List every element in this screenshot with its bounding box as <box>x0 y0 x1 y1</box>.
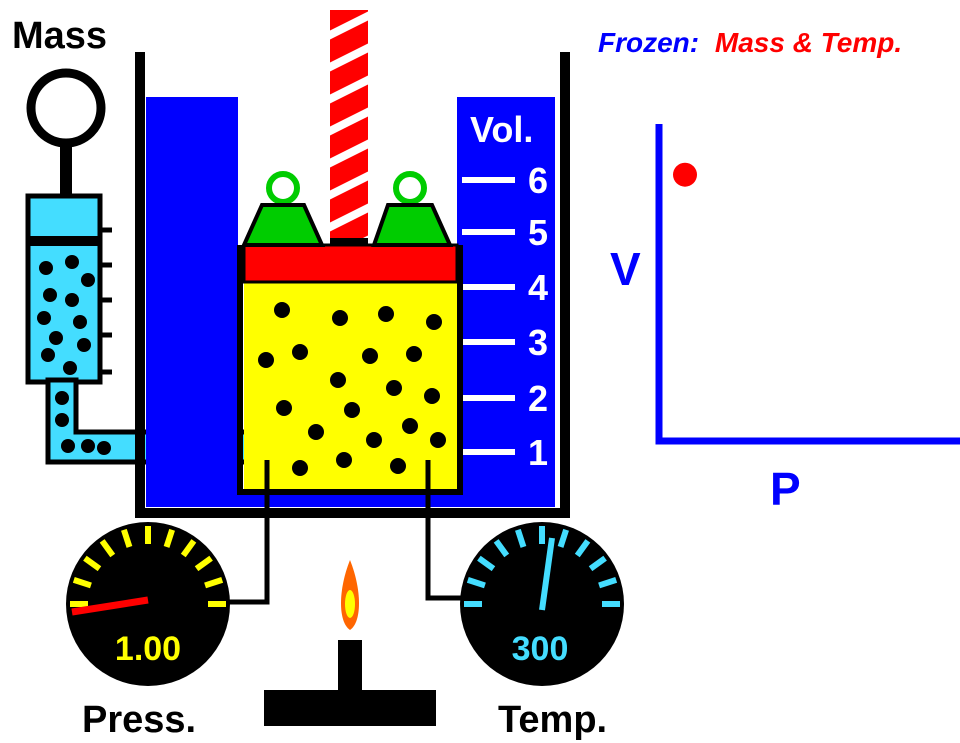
frozen-vars: Mass & Temp. <box>715 27 902 58</box>
volume-scale: 1 2 3 4 5 6 <box>462 160 548 473</box>
piston-rod <box>330 10 368 246</box>
temperature-label: Temp. <box>498 699 607 741</box>
graph-point <box>673 162 697 187</box>
temperature-gauge: 300 <box>460 522 624 686</box>
gauge-tick <box>477 555 496 572</box>
gauge-tick <box>99 539 116 558</box>
volume-label: Vol. <box>470 109 533 150</box>
frozen-title: Frozen: Mass & Temp. <box>598 27 902 58</box>
gauge-tick <box>466 577 486 589</box>
water-bath <box>135 52 570 518</box>
gas-molecules <box>258 302 446 476</box>
volume-tick-label: 1 <box>528 432 548 473</box>
weight-right[interactable] <box>371 171 454 247</box>
graph-axes <box>655 124 960 445</box>
axis-label-v: V <box>610 243 641 295</box>
gauge-tick <box>180 539 197 558</box>
pressure-wire <box>222 460 270 605</box>
frozen-prefix: Frozen: <box>598 27 699 58</box>
gauge-tick <box>121 528 133 548</box>
bunsen-burner[interactable] <box>264 560 436 726</box>
syringe-molecules <box>37 255 95 375</box>
gauge-tick <box>83 555 102 572</box>
syringe-handle-ring[interactable] <box>26 68 106 148</box>
volume-tick-label: 2 <box>528 378 548 419</box>
pressure-value: 1.00 <box>115 630 181 668</box>
pv-graph: V P <box>610 124 960 515</box>
gauge-tick <box>72 577 92 589</box>
temperature-needle <box>539 537 555 611</box>
volume-tick-label: 5 <box>528 212 548 253</box>
temperature-wire <box>425 460 468 601</box>
volume-tick-label: 6 <box>528 160 548 201</box>
syringe-plunger <box>30 236 98 246</box>
syringe-body <box>25 193 103 385</box>
gauge-tick <box>515 528 527 548</box>
axis-label-p: P <box>770 463 801 515</box>
gauge-tick <box>194 555 213 572</box>
gauge-tick <box>574 539 591 558</box>
gauge-tick <box>557 528 569 548</box>
pressure-gauge: 1.00 <box>66 522 230 686</box>
pressure-needle <box>71 596 149 616</box>
gauge-tick <box>493 539 510 558</box>
gauge-tick <box>204 577 224 589</box>
volume-tick-label: 4 <box>528 267 548 308</box>
volume-tick-label: 3 <box>528 322 548 363</box>
gauge-tick <box>598 577 618 589</box>
gas-cylinder <box>237 245 463 495</box>
pressure-label: Press. <box>82 699 196 741</box>
gauge-tick <box>588 555 607 572</box>
mass-label: Mass <box>12 15 107 57</box>
gauge-tick <box>163 528 175 548</box>
weight-left[interactable] <box>240 171 326 247</box>
piston[interactable] <box>242 243 459 284</box>
temperature-value: 300 <box>512 630 569 668</box>
